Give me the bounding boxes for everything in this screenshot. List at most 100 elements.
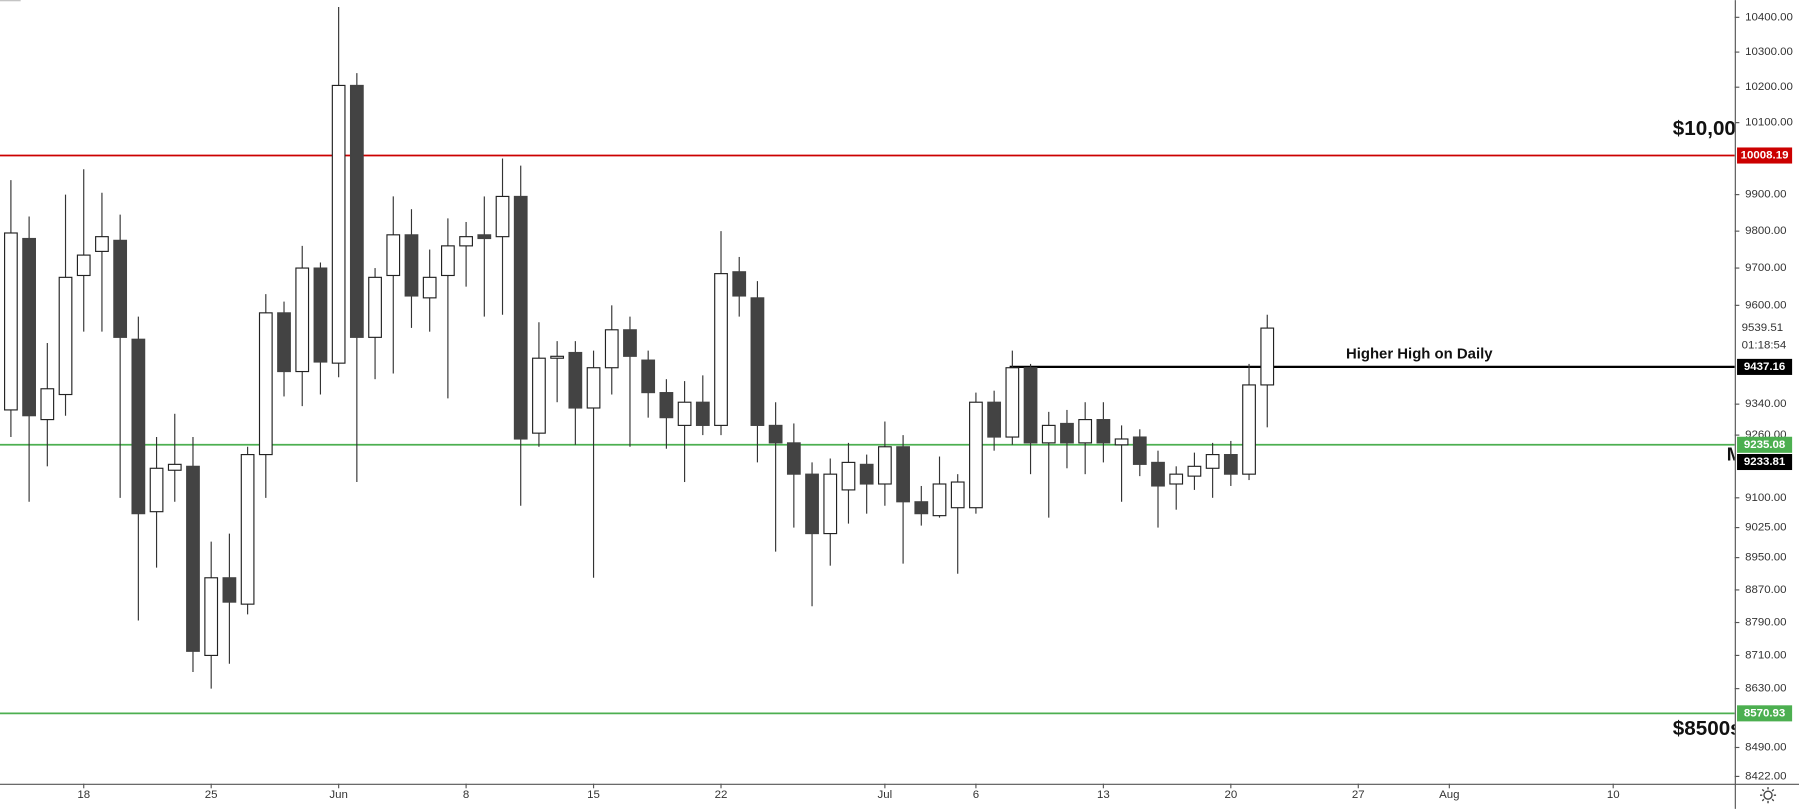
candle-body	[477, 234, 492, 240]
candle-body	[113, 239, 128, 338]
candle-body	[805, 473, 819, 535]
candle-body	[295, 267, 310, 373]
candle-body	[987, 401, 1002, 438]
candle-body	[714, 273, 728, 426]
price-tag	[1737, 705, 1793, 722]
price-tag	[1737, 358, 1793, 375]
candle-body	[896, 446, 910, 503]
candle-body	[186, 465, 200, 652]
candle-body	[859, 463, 874, 485]
candle-body	[131, 338, 146, 515]
annotation: Higher High on Daily	[1346, 347, 1493, 363]
price-tag	[1737, 147, 1793, 164]
x-tick-label: 27	[1352, 789, 1365, 801]
settings-icon[interactable]	[1759, 787, 1777, 804]
x-tick-label: 25	[205, 789, 218, 801]
y-tick-label: 9700.00	[1745, 262, 1786, 274]
candle-body	[659, 392, 674, 419]
x-tick-label: 13	[1097, 789, 1110, 801]
candle-body	[441, 245, 455, 277]
x-tick-label: 15	[587, 789, 600, 801]
candle-body	[95, 236, 109, 252]
candle-body	[950, 481, 965, 509]
candle-body	[204, 577, 219, 657]
candle-body	[532, 357, 546, 434]
candle-body	[768, 424, 783, 444]
candle-body	[623, 329, 637, 357]
candle-body	[386, 234, 401, 277]
candle-body	[1223, 454, 1238, 475]
y-tick-label: 9100.00	[1745, 492, 1786, 504]
x-tick-label: 20	[1224, 789, 1237, 801]
candle-body	[1114, 438, 1129, 446]
candle-body	[349, 84, 364, 338]
y-tick-label: 9900.00	[1745, 189, 1786, 201]
countdown: 01:18:54	[1742, 339, 1787, 351]
x-tick-label: 22	[715, 789, 728, 801]
x-tick-label: Jun	[329, 789, 348, 801]
candle-body	[240, 454, 255, 605]
candle-body	[604, 329, 619, 369]
candle-body	[331, 84, 346, 364]
candle-body	[750, 297, 765, 426]
y-tick-label: 9340.00	[1745, 398, 1786, 410]
y-tick-label: 9600.00	[1745, 299, 1786, 311]
candle-body	[969, 401, 983, 509]
plot-area: Higher High on Daily $10,00 $8500s M	[0, 6, 1742, 740]
candle-body	[422, 276, 437, 299]
candle-body	[1151, 461, 1165, 487]
candle-body	[495, 195, 510, 238]
y-tick-label: 10100.00	[1745, 117, 1793, 129]
x-tick-label: Jul	[878, 789, 893, 801]
candle-body	[1187, 465, 1202, 477]
candle-body	[677, 401, 692, 426]
y-tick-label: 10200.00	[1745, 81, 1793, 93]
price-tag	[1737, 453, 1793, 471]
candle-body	[1242, 384, 1256, 475]
candle-body	[1096, 419, 1111, 444]
candle-body	[404, 234, 419, 297]
candle-body	[76, 254, 91, 277]
candle-body	[513, 195, 528, 440]
price-tag-label: 8570.93	[1744, 707, 1785, 719]
candle-body	[1023, 367, 1038, 444]
price-tag-label: 9235.08	[1744, 439, 1786, 451]
candle-body	[568, 351, 583, 409]
y-tick-label: 8422.00	[1745, 770, 1786, 782]
y-tick-label: 9260.00	[1745, 429, 1786, 441]
annotation: $10,00	[1673, 117, 1736, 140]
candle-body	[641, 359, 656, 394]
candle-body	[1132, 436, 1147, 465]
x-tick-label: 8	[463, 789, 469, 801]
x-tick-label: 6	[973, 789, 979, 801]
candle-body	[222, 577, 237, 603]
x-tick-label: Aug	[1439, 789, 1459, 801]
y-tick-label: 8790.00	[1745, 617, 1786, 629]
y-tick-label: 9800.00	[1745, 225, 1786, 237]
candle-body	[368, 276, 382, 338]
candle-body	[1205, 454, 1220, 469]
candle-body	[1060, 422, 1074, 444]
candle-body	[167, 463, 182, 471]
candle-body	[823, 473, 838, 535]
candle-body	[149, 467, 164, 513]
price-tag	[1737, 436, 1793, 453]
annotation: M	[1727, 443, 1742, 464]
x-tick-label: 10	[1607, 789, 1620, 801]
y-tick-label: 8870.00	[1745, 584, 1786, 596]
candle-body	[732, 271, 747, 297]
y-tick-label: 10400.00	[1745, 11, 1793, 23]
price-tag-label: 9233.81	[1744, 456, 1786, 468]
candle-body	[1005, 367, 1020, 438]
candle-body	[4, 232, 18, 411]
candle-body	[58, 276, 73, 396]
candle-body	[1169, 473, 1184, 485]
candle-body	[22, 237, 36, 417]
candle-body	[932, 483, 947, 517]
axes: 10400.00 10300.00 10200.00 10100.00 9900.00 9…	[77, 11, 1793, 801]
candle-body	[1260, 327, 1275, 386]
y-tick-label: 8490.00	[1745, 742, 1786, 754]
candle-body	[1041, 424, 1056, 444]
candle-body	[695, 401, 710, 426]
